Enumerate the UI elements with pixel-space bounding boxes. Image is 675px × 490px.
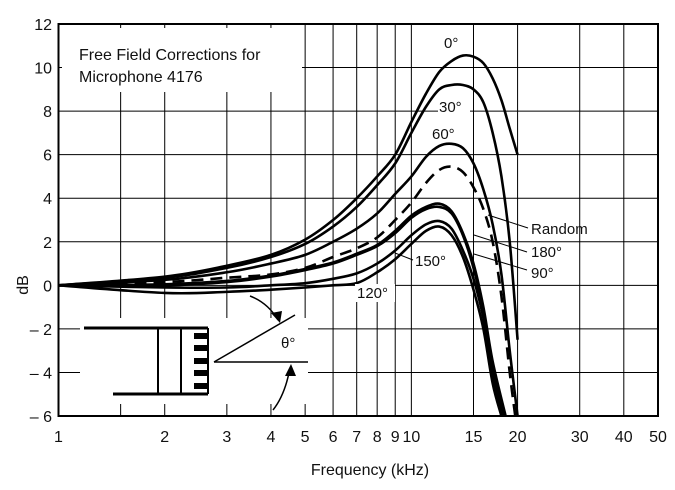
series-line-30deg (58, 83, 519, 340)
x-tick-label: 8 (373, 429, 382, 446)
y-tick-label: 0 (43, 278, 52, 295)
150-leader (394, 252, 414, 261)
chart-title-line2: Microphone 4176 (79, 69, 203, 86)
y-axis-label: dB (15, 275, 32, 295)
x-tick-label: 20 (509, 429, 527, 446)
x-tick-label: 40 (615, 429, 633, 446)
x-tick-label: 7 (352, 429, 361, 446)
x-tick-label: 50 (649, 429, 667, 446)
x-tick-label: 2 (160, 429, 169, 446)
label-150: 150° (415, 253, 446, 270)
x-tick-label: 10 (402, 429, 420, 446)
x-tick-label: 1 (54, 429, 63, 446)
series-line-120deg (58, 225, 503, 417)
plot-frame (57, 23, 659, 417)
label-180: 180° (531, 244, 562, 261)
curves (58, 53, 519, 417)
incidence-line (213, 314, 296, 363)
y-tick-label: 4 (43, 191, 52, 208)
180-leader (473, 234, 528, 253)
90-leader (473, 253, 528, 271)
random-leader (487, 214, 529, 229)
y-tick-label: 6 (43, 148, 52, 165)
series-line-90deg (58, 205, 506, 417)
theta-label: θ° (281, 335, 295, 352)
label-120: 120° (357, 285, 388, 302)
label-random: Random (531, 221, 588, 238)
x-tick-label: 4 (266, 429, 275, 446)
x-tick-label: 3 (222, 429, 231, 446)
title-box (62, 28, 302, 92)
x-tick-label: 30 (571, 429, 589, 446)
microphone-diagram: θ° (84, 295, 308, 411)
label-30: 30° (439, 99, 462, 116)
x-tick-label: 6 (329, 429, 338, 446)
chart-title: Free Field Corrections for (79, 47, 261, 64)
series-line-150deg (58, 219, 503, 417)
series-line-0deg (58, 53, 519, 287)
label-0: 0° (444, 35, 458, 52)
curve-labels: 0° 30° 60° Random 180° 90° 150° 120° (355, 30, 588, 302)
label-90: 90° (531, 265, 554, 282)
y-tick-label: 10 (34, 61, 52, 78)
series-line-60deg (58, 142, 519, 417)
y-tick-label: – 4 (30, 365, 52, 382)
arrow-top-icon (249, 295, 279, 321)
x-tick-label: 15 (465, 429, 483, 446)
y-tick-label: 8 (43, 104, 52, 121)
y-tick-label: 2 (43, 235, 52, 252)
y-tick-label: 12 (34, 17, 52, 34)
x-tick-label: 9 (391, 429, 400, 446)
label-60: 60° (432, 126, 455, 143)
y-tick-label: – 6 (30, 409, 52, 426)
x-tick-label: 5 (301, 429, 310, 446)
y-tick-label: – 2 (30, 322, 52, 339)
x-axis-label: Frequency (kHz) (311, 462, 429, 479)
